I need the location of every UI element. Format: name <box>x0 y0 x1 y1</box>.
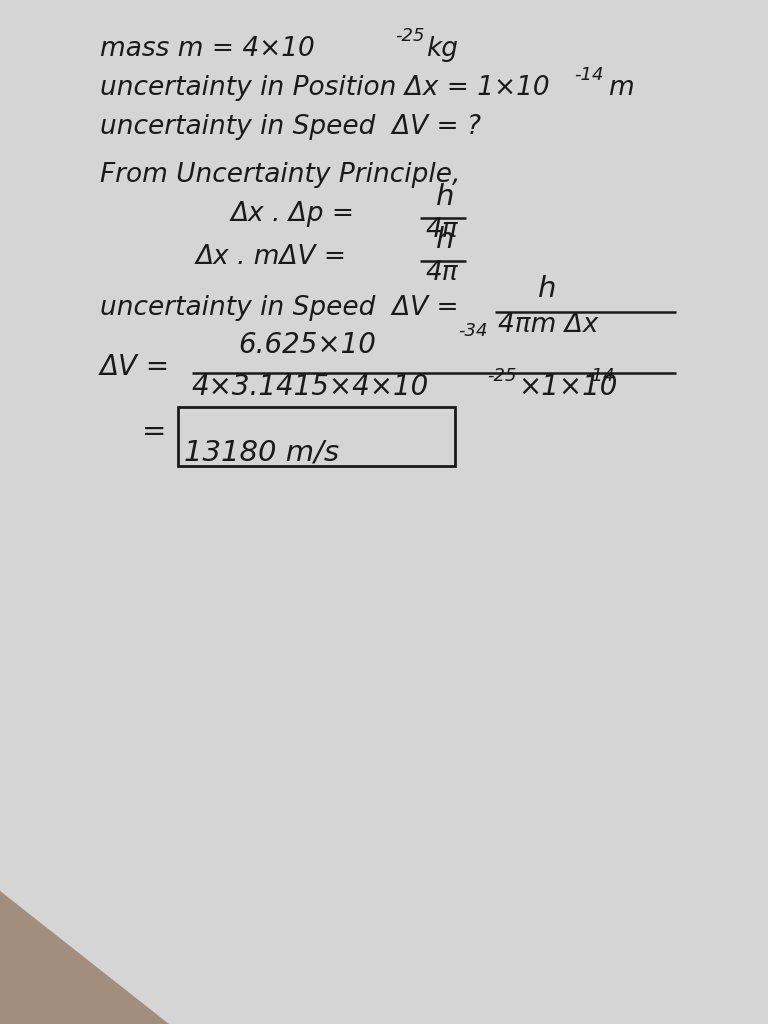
Text: -25: -25 <box>396 27 425 45</box>
Text: h: h <box>436 183 455 211</box>
Text: 6.625×10: 6.625×10 <box>238 332 376 359</box>
Text: 4×3.1415×4×10: 4×3.1415×4×10 <box>192 374 429 401</box>
Bar <box>178 407 455 466</box>
Text: ×1×10: ×1×10 <box>518 374 617 401</box>
Text: uncertainty in Position Δx = 1×10: uncertainty in Position Δx = 1×10 <box>100 75 549 101</box>
Text: -25: -25 <box>487 367 516 385</box>
Text: mass m = 4×10: mass m = 4×10 <box>100 36 315 62</box>
Text: ΔV =: ΔV = <box>100 353 170 381</box>
Text: -14: -14 <box>585 367 614 385</box>
Text: 4π: 4π <box>425 259 458 286</box>
Text: 13180 m/s: 13180 m/s <box>184 439 339 467</box>
Text: -34: -34 <box>458 322 487 340</box>
Text: Δx . mΔV =: Δx . mΔV = <box>196 244 347 270</box>
Polygon shape <box>0 891 169 1024</box>
Text: -14: -14 <box>574 66 604 84</box>
Text: h: h <box>538 275 556 303</box>
Text: h: h <box>436 226 455 254</box>
Text: =: = <box>142 419 167 446</box>
Text: uncertainty in Speed  ΔV = ?: uncertainty in Speed ΔV = ? <box>100 114 481 140</box>
Text: From Uncertainty Principle,: From Uncertainty Principle, <box>100 162 460 188</box>
Text: kg: kg <box>426 36 458 62</box>
Text: Δx . Δp =: Δx . Δp = <box>230 201 354 227</box>
Text: uncertainty in Speed  ΔV =: uncertainty in Speed ΔV = <box>100 295 458 322</box>
Text: m: m <box>608 75 634 101</box>
Text: 4π: 4π <box>425 216 458 243</box>
Text: 4πm Δx: 4πm Δx <box>498 311 598 338</box>
